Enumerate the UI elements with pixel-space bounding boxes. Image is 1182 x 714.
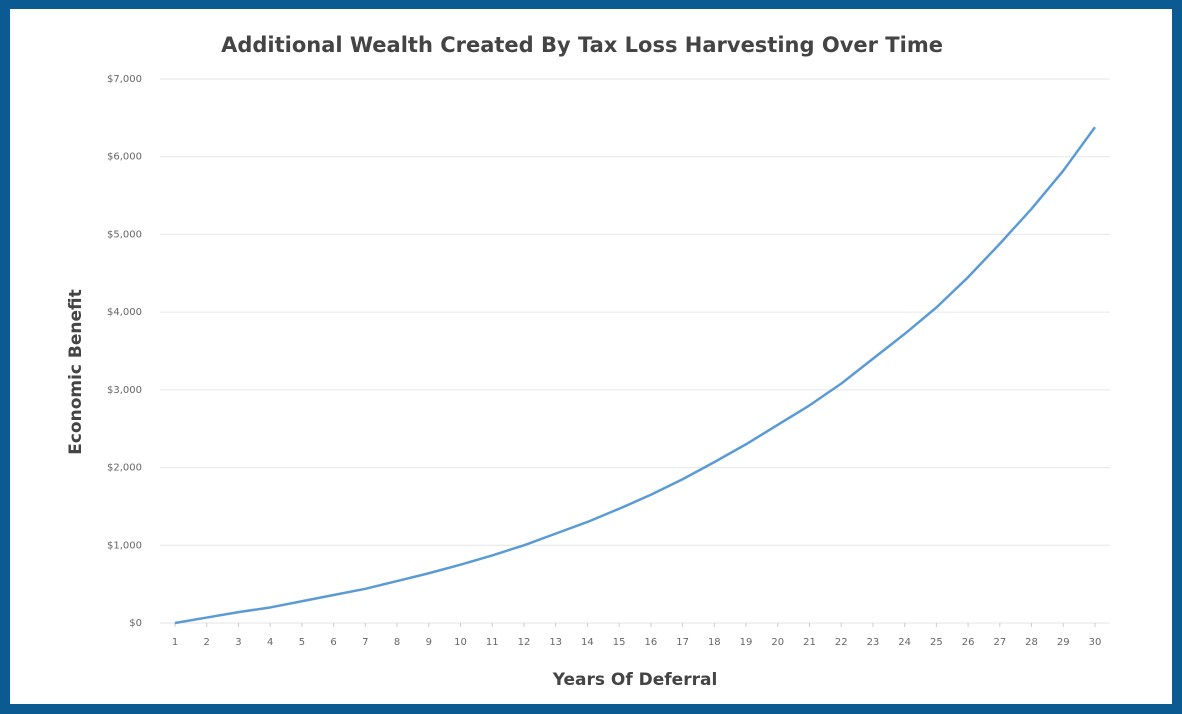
x-tick-label: 17 [676, 637, 689, 648]
y-tick-label: $3,000 [107, 385, 142, 396]
x-tick-label: 8 [394, 637, 400, 648]
x-tick-label: 30 [1089, 637, 1102, 648]
x-tick-label: 5 [299, 637, 305, 648]
x-tick-label: 27 [993, 637, 1006, 648]
chart-title: Additional Wealth Created By Tax Loss Ha… [221, 33, 943, 57]
y-tick-label: $5,000 [107, 229, 142, 240]
x-tick-label: 3 [235, 637, 241, 648]
x-tick-label: 1 [172, 637, 178, 648]
x-tick-label: 10 [454, 637, 467, 648]
x-tick-label: 9 [426, 637, 432, 648]
y-tick-label: $6,000 [107, 152, 142, 163]
x-axis-label: Years Of Deferral [552, 670, 718, 690]
x-tick-label: 21 [803, 637, 816, 648]
x-tick-label: 4 [267, 637, 273, 648]
y-tick-label: $2,000 [107, 463, 142, 474]
x-tick-label: 13 [549, 637, 562, 648]
x-tick-label: 7 [362, 637, 368, 648]
x-tick-label: 23 [867, 637, 880, 648]
x-tick-label: 12 [518, 637, 531, 648]
x-tick-label: 25 [930, 637, 943, 648]
x-tick-label: 29 [1057, 637, 1070, 648]
x-tick-label: 22 [835, 637, 848, 648]
y-tick-label: $0 [129, 618, 142, 629]
x-tick-label: 28 [1025, 637, 1038, 648]
x-tick-label: 14 [581, 637, 594, 648]
y-axis-label: Economic Benefit [66, 289, 86, 455]
x-tick-label: 16 [644, 637, 657, 648]
panel [10, 9, 1172, 704]
x-tick-label: 2 [204, 637, 210, 648]
y-tick-label: $1,000 [107, 540, 142, 551]
x-tick-label: 24 [898, 637, 911, 648]
y-tick-label: $7,000 [107, 74, 142, 85]
x-tick-label: 19 [740, 637, 753, 648]
x-tick-label: 26 [962, 637, 975, 648]
y-tick-label: $4,000 [107, 307, 142, 318]
line [174, 126, 1097, 625]
x-tick-label: 11 [486, 637, 499, 648]
x-tick-label: 15 [613, 637, 626, 648]
x-tick-label: 18 [708, 637, 721, 648]
x-tick-label: 6 [330, 637, 336, 648]
x-tick-label: 20 [771, 637, 784, 648]
